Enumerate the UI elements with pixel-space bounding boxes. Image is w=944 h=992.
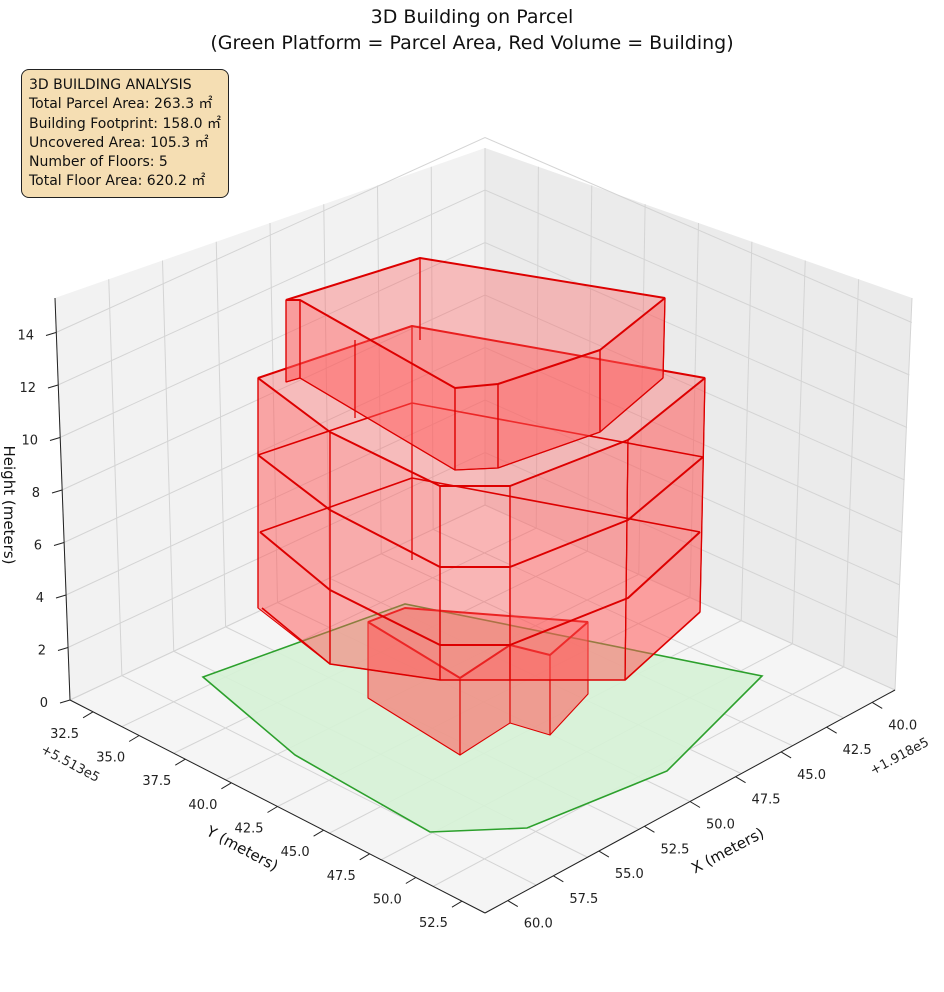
y-tick-mark <box>451 900 463 908</box>
z-grid-line <box>57 189 910 386</box>
x-tick-mark <box>553 875 564 883</box>
y-tick-label: 50.0 <box>373 893 402 908</box>
z-grid-line <box>65 399 901 596</box>
z-grid-line <box>63 346 903 543</box>
pane-grid-line <box>843 279 860 667</box>
x-tick-mark <box>598 850 610 858</box>
tower-top-front-edge <box>257 377 706 487</box>
y-tick-mark <box>313 829 324 837</box>
top-bottom-edge <box>285 377 664 471</box>
x-tick-label: 50.0 <box>706 818 735 833</box>
x-tick-label: 40.0 <box>888 718 917 733</box>
info-heading: 3D BUILDING ANALYSIS <box>29 77 192 93</box>
tower-front-face <box>439 485 511 681</box>
z-tick-label: 12 <box>19 381 36 396</box>
x-tick-label: 42.5 <box>843 743 872 758</box>
x-offset-label: +1.918e5 <box>868 735 932 778</box>
z-axis-label: Height (meters) <box>0 446 18 565</box>
z-ticks: 0 2 4 6 8 10 12 14 <box>17 329 71 711</box>
top-front-face <box>454 383 499 471</box>
z-tick-label: 8 <box>32 486 40 501</box>
top-left-face <box>285 299 301 383</box>
x-tick-label: 47.5 <box>752 793 781 808</box>
building-vertical-edge <box>624 439 629 681</box>
y-tick-label: 52.5 <box>419 916 448 931</box>
pane-grid-line <box>792 260 806 644</box>
z-axis-line <box>54 297 71 701</box>
floor-line-3 <box>257 454 704 568</box>
z-tick-label: 4 <box>36 591 44 606</box>
x-tick-mark <box>826 726 837 734</box>
info-total-floor-area: Total Floor Area: 620.2 ㎡ <box>29 173 206 190</box>
pane-grid-line <box>894 297 913 691</box>
z-tick-mark <box>49 437 61 441</box>
info-building-footprint: Building Footprint: 158.0 ㎡ <box>29 115 222 132</box>
z-tick-mark <box>57 647 69 651</box>
analysis-info-box: 3D BUILDING ANALYSIS Total Parcel Area: … <box>21 69 229 198</box>
x-tick-mark <box>871 701 883 709</box>
x-tick-label: 55.0 <box>615 867 644 882</box>
top-front-edge <box>286 297 666 389</box>
tower-bottom-edge <box>261 607 701 681</box>
building-vertical-edge <box>662 297 666 379</box>
y-tick-label: 32.5 <box>50 727 79 742</box>
y-tick-label: 40.0 <box>188 798 217 813</box>
z-tick-mark <box>55 594 67 599</box>
x-ticks: 40.0 42.5 45.0 47.5 50.0 52.5 55.0 57.5 60.0 <box>507 701 917 932</box>
x-tick-mark <box>507 900 519 908</box>
info-number-of-floors: Number of Floors: 5 <box>29 154 168 171</box>
y-tick-label: 37.5 <box>142 774 171 789</box>
y-tick-mark <box>221 782 232 790</box>
x-tick-label: 60.0 <box>524 917 553 932</box>
z-tick-mark <box>45 332 57 336</box>
x-tick-mark <box>644 825 655 833</box>
info-uncovered-area: Uncovered Area: 105.3 ㎡ <box>29 134 209 151</box>
floor-line-2 <box>259 531 701 646</box>
y-tick-label: 47.5 <box>327 869 356 884</box>
x-tick-mark <box>735 776 746 784</box>
y-tick-mark <box>128 735 140 742</box>
pane-grid-line <box>430 166 434 530</box>
y-tick-mark <box>405 877 417 884</box>
building-volume <box>257 257 706 756</box>
y-ticks: 32.5 35.0 37.5 40.0 42.5 45.0 47.5 50.0 52.5 <box>50 711 463 931</box>
z-grid-line <box>55 136 912 333</box>
y-tick-label: 42.5 <box>235 822 264 837</box>
z-tick-label: 6 <box>34 539 42 554</box>
building-vertical-edge <box>699 377 706 613</box>
y-tick-mark <box>359 853 370 861</box>
y-offset-label: +5.513e5 <box>38 742 102 785</box>
x-tick-mark <box>689 801 701 808</box>
y-tick-mark <box>82 711 94 719</box>
x-tick-label: 52.5 <box>660 842 689 857</box>
chart-title-line2: (Green Platform = Parcel Area, Red Volum… <box>210 32 734 54</box>
z-tick-mark <box>59 699 71 704</box>
z-grid-line <box>69 504 896 701</box>
pane-grid-line <box>162 260 175 652</box>
x-tick-label: 45.0 <box>797 768 826 783</box>
y-tick-label: 45.0 <box>281 845 310 860</box>
z-tick-mark <box>53 542 65 546</box>
z-tick-label: 0 <box>40 696 48 711</box>
x-tick-mark <box>780 751 792 759</box>
z-tick-label: 14 <box>17 329 34 344</box>
pane-grid-line <box>740 241 753 621</box>
z-grid-line <box>59 241 908 438</box>
z-tick-mark <box>47 384 59 389</box>
chart-title-line1: 3D Building on Parcel <box>370 6 574 28</box>
info-total-parcel-area: Total Parcel Area: 263.3 ㎡ <box>29 96 213 113</box>
z-tick-label: 10 <box>21 434 38 449</box>
pane-grid-line <box>108 279 123 676</box>
z-tick-mark <box>51 489 63 494</box>
y-tick-mark <box>175 758 186 766</box>
z-grid-line <box>67 451 898 648</box>
z-grid-line <box>61 294 905 491</box>
x-tick-label: 57.5 <box>569 892 598 907</box>
z-tick-label: 2 <box>38 644 46 659</box>
y-tick-mark <box>267 806 278 813</box>
pane-grid-line <box>215 241 227 627</box>
y-tick-label: 35.0 <box>96 751 125 766</box>
